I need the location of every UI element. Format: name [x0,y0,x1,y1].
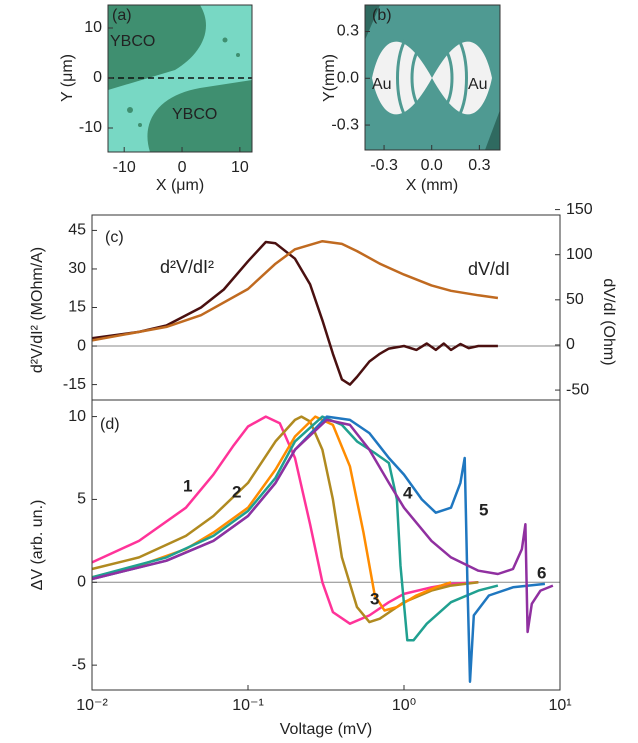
y-tick-label: 5 [77,491,86,508]
y-tick-label: 15 [68,299,86,316]
series-label: 4 [403,483,413,502]
y-tick-label: 0.3 [337,23,359,40]
x-tick-label: -0.3 [370,157,398,174]
y2-tick-label: 50 [566,291,584,308]
y2-tick-label: 0 [566,336,575,353]
annotation: YBCO [172,106,217,123]
x-tick-label: 10 [231,159,249,176]
panel-label: (d) [100,416,120,433]
x-tick-label: 10⁻² [76,697,108,714]
y2-tick-label: 100 [566,246,593,263]
y-tick-label: -10 [79,119,102,136]
y-axis-label: ΔV (arb. un.) [29,500,46,591]
annotation: Au [468,76,488,93]
x-tick-label: -10 [113,159,136,176]
y-tick-label: -0.3 [331,116,359,133]
panel-label: (b) [372,7,392,24]
annotation: Au [372,76,392,93]
series-label: 2 [232,482,241,501]
line-series [91,415,479,624]
x-axis-label: Voltage (mV) [280,721,372,738]
series-label: d²V/dI² [160,257,214,277]
y-axis-label: Y (μm) [59,54,76,102]
line-series [91,415,499,642]
x-axis-label: X (μm) [156,177,204,194]
x-tick-label: 0.3 [468,157,490,174]
y2-tick-label: 150 [566,201,593,218]
y-tick-label: 10 [68,408,86,425]
series-label: 1 [183,476,192,495]
y-tick-label: 10 [84,19,102,36]
y2-tick-label: -50 [566,381,589,398]
y2-axis-label: dV/dI (Ohm) [600,278,617,365]
series-label: 6 [537,563,546,582]
y-tick-label: 0 [77,337,86,354]
y-tick-label: -5 [72,656,86,673]
micrograph-b [365,5,500,150]
series-label: 3 [370,589,379,608]
series-label: dV/dI [468,259,510,279]
y-tick-label: 0 [77,574,86,591]
y-tick-label: 0 [93,69,102,86]
x-tick-label: 10⁻¹ [232,697,264,714]
y-tick-label: 45 [68,222,86,239]
line-series [91,418,554,634]
y-tick-label: 0.0 [337,69,359,86]
x-tick-label: 0 [178,159,187,176]
panel-label: (c) [105,229,124,246]
annotation: YBCO [110,33,155,50]
plot-frame [364,4,501,151]
y-tick-label: -15 [63,376,86,393]
x-tick-label: 10¹ [548,697,571,714]
x-tick-label: 10⁰ [392,697,416,714]
y-axis-label: d²V/dI² (MOhm/A) [29,247,46,373]
y-axis-label: Y(mm) [321,54,338,102]
panel-label: (a) [112,7,132,24]
x-axis-label: X (mm) [406,177,458,194]
y-tick-label: 30 [68,260,86,277]
line-series [91,240,498,386]
line-series [91,239,499,342]
series-label: 5 [479,500,488,519]
plot-frame [91,399,561,691]
x-tick-label: 0.0 [421,157,443,174]
